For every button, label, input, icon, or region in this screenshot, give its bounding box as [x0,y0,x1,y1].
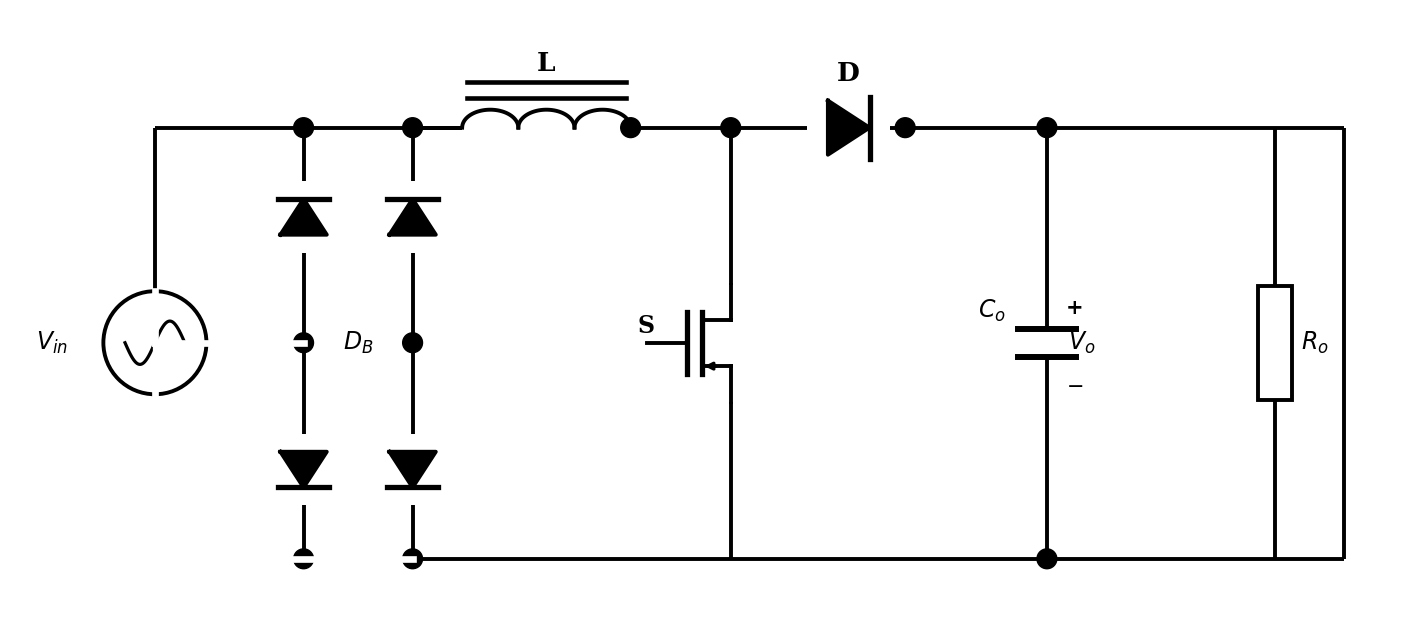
Text: $V_o$: $V_o$ [1068,330,1096,356]
Circle shape [294,549,313,568]
Text: L: L [537,51,556,76]
Circle shape [403,549,423,568]
Polygon shape [281,199,327,235]
Circle shape [895,118,915,138]
Polygon shape [389,199,436,235]
Circle shape [294,118,313,138]
Text: $V_{in}$: $V_{in}$ [37,330,67,356]
Circle shape [721,118,740,138]
Text: D: D [837,61,860,86]
Text: $-$: $-$ [1066,375,1083,395]
Polygon shape [281,452,327,488]
Polygon shape [828,101,870,155]
Circle shape [621,118,641,138]
Circle shape [294,333,313,352]
Text: S: S [636,314,653,338]
Polygon shape [389,452,436,488]
Text: $C_o$: $C_o$ [978,298,1006,324]
Text: $R_o$: $R_o$ [1301,330,1328,356]
Circle shape [403,333,423,352]
Circle shape [1037,118,1057,138]
Circle shape [1037,549,1057,568]
Text: +: + [1066,297,1083,317]
Text: $D_B$: $D_B$ [343,330,374,356]
Circle shape [403,118,423,138]
Bar [1257,286,1291,400]
